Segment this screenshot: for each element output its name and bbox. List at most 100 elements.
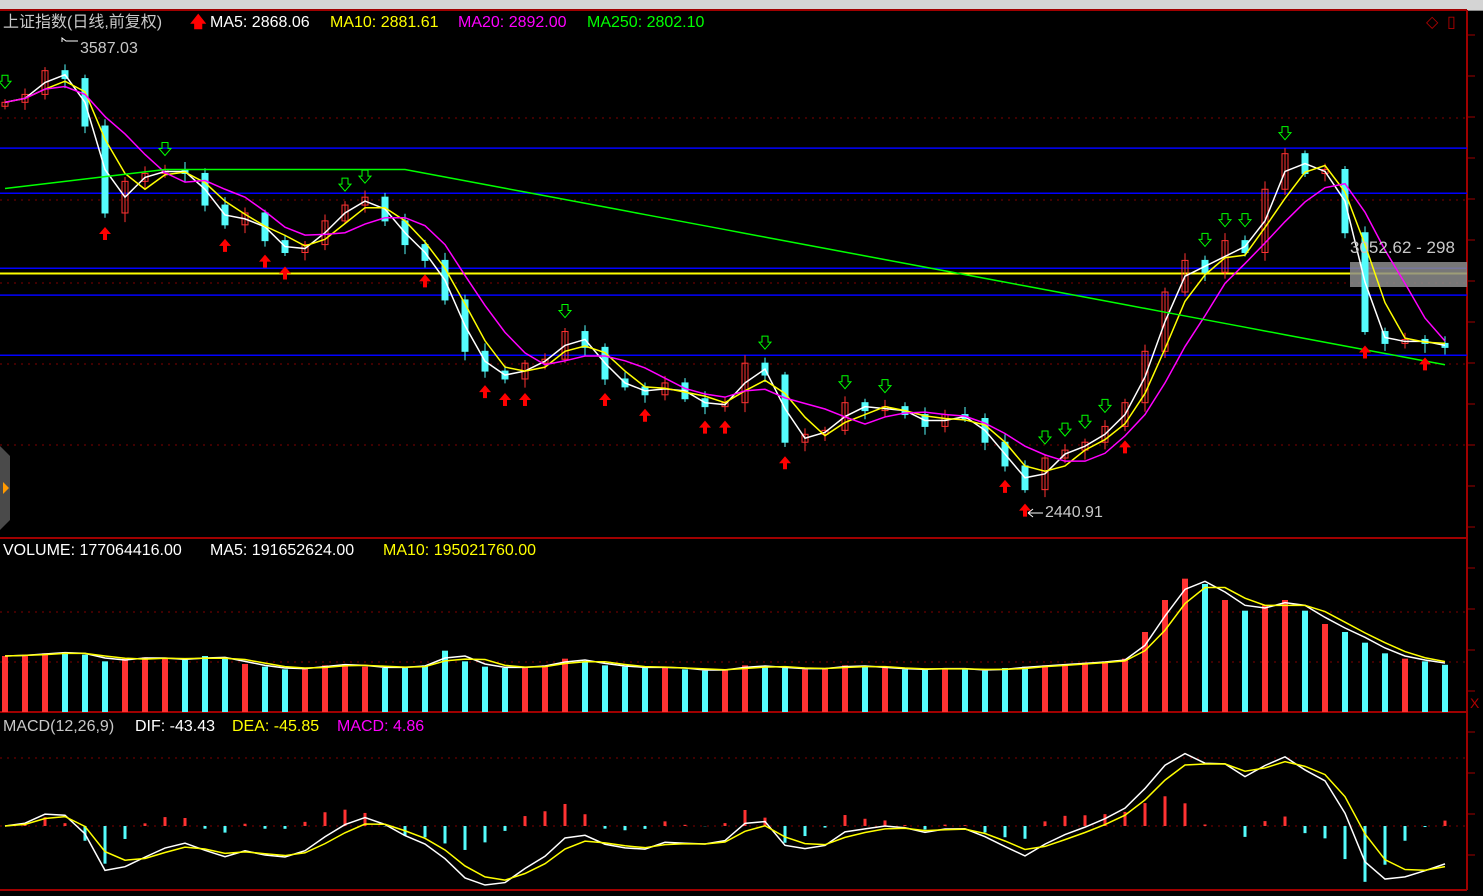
volume-bar [1442,664,1448,712]
buy-signal-arrow-icon [479,385,491,399]
volume-bar [862,666,868,712]
volume-ma5-line [4,580,1446,671]
candle-body [1061,449,1069,459]
buy-signal-arrow-icon [1019,503,1031,517]
ma5-label: MA5: 2868.06 [210,14,310,31]
volume-bar [322,665,328,712]
candle-body [121,180,129,214]
volume-bar [202,656,208,712]
dif-line [4,752,1446,886]
sell-signal-arrow-icon [1197,232,1213,248]
volume-bar [702,670,708,712]
volume-bar [1102,661,1108,712]
sell-signal-arrow-icon [757,335,773,350]
sell-signal-arrow-icon [157,141,173,157]
buy-signal-arrow-icon [779,456,791,470]
sell-signal-arrow-icon [1237,213,1253,228]
volume-bar [142,657,148,712]
volume-bar [1142,632,1148,712]
chart-title: 上证指数(日线,前复权) [3,14,163,31]
candle-body [1281,153,1289,190]
volume-bar [642,668,648,712]
volume-bar [982,670,988,712]
close-icon[interactable]: X [1470,695,1480,711]
volume-bar [62,652,68,712]
volume-bar [1042,665,1048,712]
volume-bar [2,656,8,712]
side-panel-toggle[interactable] [0,446,14,530]
buy-signal-arrow-icon [499,392,511,406]
volume-bar [1342,632,1348,712]
sell-signal-arrow-icon [1277,126,1293,141]
volume-bar [1322,624,1328,712]
buy-signal-arrow-icon [519,392,531,406]
ma20-line [4,85,1446,462]
candle-body [801,433,809,443]
range-box-label: 3052.62 - 298 [1350,238,1455,257]
volume-bar [1022,666,1028,712]
volume-bar [1062,664,1068,712]
volume-bar [782,668,788,712]
candle-body [341,204,349,222]
volume-bar [1082,662,1088,712]
volume-bar [362,666,368,712]
volume-label: VOLUME: 177064416.00 [3,542,182,559]
dif-label: DIF: -43.43 [135,718,216,735]
sell-signal-arrow-icon [1077,414,1093,429]
buy-signal-arrow-icon [999,479,1011,493]
volume-bar [662,666,668,712]
volume-bar [42,653,48,712]
ma10-line [4,80,1446,472]
volume-bar [402,666,408,712]
volume-bar [1302,610,1308,712]
candle-body [1101,425,1109,443]
volume-bar [922,669,928,712]
volume-bar [802,669,808,712]
diamond-icon[interactable]: ◇ [1426,14,1439,31]
buy-signal-arrow-icon [599,392,611,406]
volume-bar [382,668,388,712]
buy-signal-arrow-icon [99,226,111,240]
candle-body [1321,168,1329,174]
volume-bar [482,666,488,712]
high-pointer [61,37,78,42]
volume-bar [822,668,828,712]
volume-bar [1262,605,1268,712]
volume-bar [1382,653,1388,712]
volume-bar [942,668,948,712]
ma250-label: MA250: 2802.10 [587,14,705,31]
buy-signal-arrow-icon [719,420,731,434]
volume-bar [1162,600,1168,712]
volume-bar [1202,584,1208,712]
volume-ma10-label: MA10: 195021760.00 [383,542,537,559]
volume-bar [562,658,568,712]
buy-signal-arrow-icon [1119,440,1131,454]
layout-toggle-icon[interactable]: ▯ [1447,14,1456,31]
volume-ma10-line [4,586,1446,671]
buy-signal-arrow-icon [1359,345,1371,359]
volume-bar [1222,600,1228,712]
volume-bar [762,666,768,712]
buy-signal-arrow-icon [219,238,231,252]
volume-bar [442,650,448,712]
volume-bar [162,658,168,712]
candle-body [1161,291,1169,352]
buy-signal-arrow-icon [279,266,291,280]
candle-body [321,220,329,246]
volume-ma5-label: MA5: 191652624.00 [210,542,355,559]
volume-bar [122,658,128,712]
volume-bar [282,669,288,712]
buy-signal-arrow-icon [639,408,651,422]
candle-body [141,172,149,182]
volume-bar [342,664,348,712]
volume-bar [182,660,188,712]
dea-label: DEA: -45.85 [232,718,320,735]
sell-signal-arrow-icon [0,74,13,90]
expand-arrow-icon [3,482,9,494]
volume-bar [1122,658,1128,712]
volume-bar [622,666,628,712]
volume-bar [962,669,968,712]
volume-bar [1362,642,1368,712]
range-box [1350,262,1467,287]
